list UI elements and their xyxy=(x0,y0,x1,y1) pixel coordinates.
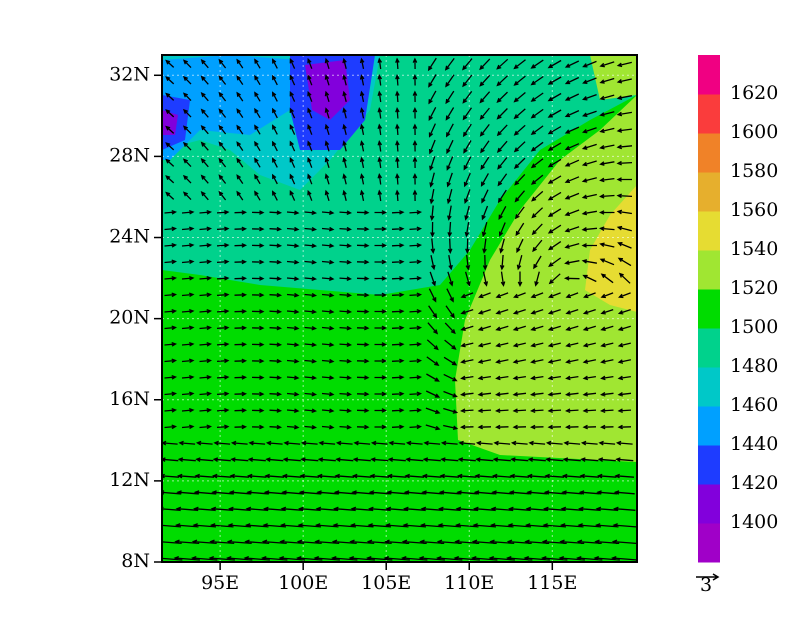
colorbar-label: 1480 xyxy=(730,355,778,377)
colorbar-segment xyxy=(698,172,720,212)
colorbar-label: 1580 xyxy=(730,160,778,182)
colorbar-label: 1420 xyxy=(730,472,778,494)
colorbar-label: 1440 xyxy=(730,433,778,455)
region xyxy=(162,55,300,160)
colorbar-segment xyxy=(698,55,720,95)
colorbar-label: 1620 xyxy=(730,82,778,104)
region xyxy=(162,110,178,135)
lon-tick-label: 95E xyxy=(201,572,239,594)
lat-tick-label: 16N xyxy=(109,388,150,410)
colorbar-segment xyxy=(698,211,720,251)
colorbar-label: 1600 xyxy=(730,121,778,143)
region xyxy=(455,95,637,462)
lat-tick-label: 20N xyxy=(109,307,150,329)
colorbar-segment xyxy=(698,133,720,173)
lon-tick-label: 105E xyxy=(361,572,411,594)
colorbar-segment xyxy=(698,445,720,485)
map-field xyxy=(162,55,637,562)
colorbar-label: 1560 xyxy=(730,199,778,221)
colorbar-segment xyxy=(698,484,720,524)
colorbar-label: 1520 xyxy=(730,277,778,299)
colorbar-segment xyxy=(698,94,720,134)
colorbar-label: 1500 xyxy=(730,316,778,338)
colorbar-segment xyxy=(698,250,720,290)
lon-tick-label: 115E xyxy=(527,572,577,594)
lon-tick-label: 110E xyxy=(444,572,494,594)
lat-tick-label: 8N xyxy=(121,550,150,572)
colorbar-segment xyxy=(698,289,720,329)
lat-tick-label: 24N xyxy=(109,226,150,248)
lon-tick-label: 100E xyxy=(278,572,328,594)
lat-tick-label: 28N xyxy=(109,144,150,166)
map-frame xyxy=(161,54,638,563)
colorbar-segment xyxy=(698,367,720,407)
lat-tick-label: 12N xyxy=(109,469,150,491)
colorbar-label: 1400 xyxy=(730,511,778,533)
wind-vectors xyxy=(162,57,637,561)
reference-vector-label: 3 xyxy=(700,574,712,596)
region xyxy=(585,185,637,312)
colorbar-segment xyxy=(698,406,720,446)
colorbar-segment xyxy=(698,523,720,563)
colorbar-label: 1460 xyxy=(730,394,778,416)
colorbar-segment xyxy=(698,328,720,368)
colorbar-label: 1540 xyxy=(730,238,778,260)
reference-vector xyxy=(696,573,720,581)
lat-tick-label: 32N xyxy=(109,63,150,85)
